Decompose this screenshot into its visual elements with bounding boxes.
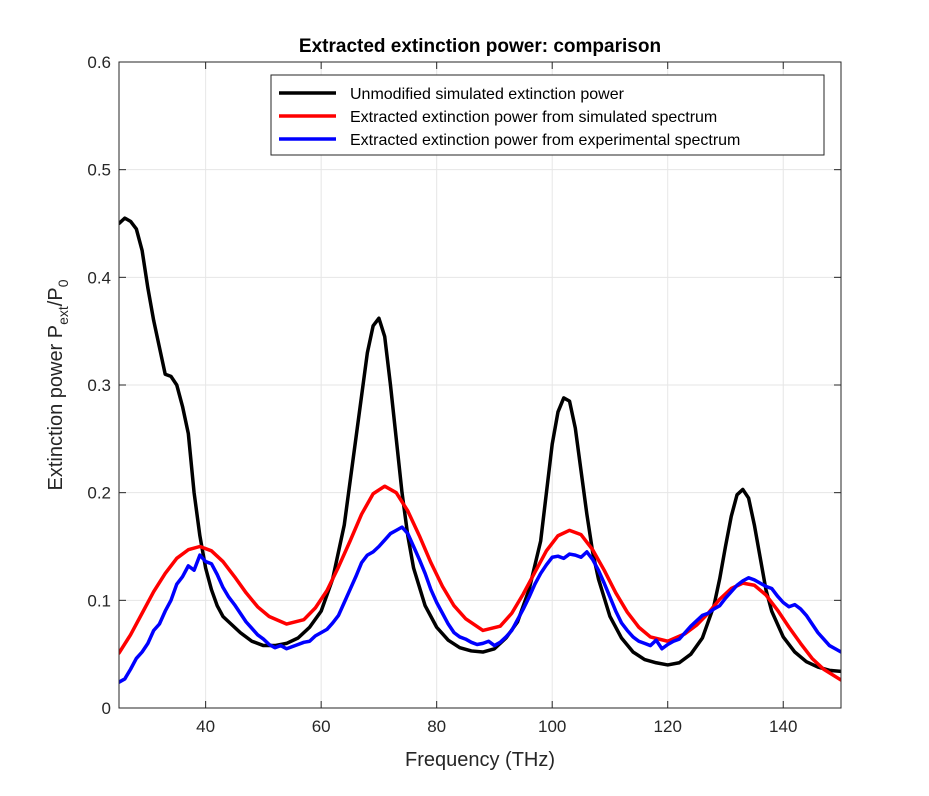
series-layer (119, 216, 841, 684)
y-axis-label-main: Extinction power P (45, 325, 67, 491)
y-tick-label: 0.5 (87, 161, 111, 180)
series-extracted-simulated-line (119, 484, 841, 682)
x-tick-label: 140 (769, 717, 797, 736)
legend-item-extracted-experimental-label: Extracted extinction power from experime… (350, 132, 740, 149)
y-tick-label: 0 (102, 699, 111, 718)
x-axis-label: Frequency (THz) (405, 749, 555, 771)
svg-text:Extinction power Pext/P0: Extinction power Pext/P0 (45, 279, 71, 490)
y-axis-label: Extinction power Pext/P0 (45, 279, 71, 490)
plot-area: 40 60 80 100 120 140 0 0.1 0.2 0.3 0.4 0.5 0.6 (87, 53, 842, 736)
y-tick-label: 0.3 (87, 376, 111, 395)
legend-items: Unmodified simulated extinction power Ext… (279, 86, 740, 149)
y-tick-label: 0.1 (87, 591, 111, 610)
x-tick-label: 100 (538, 717, 566, 736)
x-tick-label: 40 (196, 717, 215, 736)
chart-title: Extracted extinction power: comparison (299, 36, 661, 57)
legend-box (270, 74, 825, 156)
x-tick-label: 120 (654, 717, 682, 736)
y-axis-label-sub2: 0 (55, 279, 71, 287)
x-tick-label: 80 (427, 717, 446, 736)
y-axis-label-slash: /P (45, 287, 67, 306)
legend-item-extracted-simulated-label: Extracted extinction power from simulate… (350, 109, 717, 126)
y-tick-label: 0.6 (87, 53, 111, 72)
x-tick-label: 60 (312, 717, 331, 736)
y-axis-label-sub1: ext (55, 306, 71, 325)
y-tick-label: 0.4 (87, 268, 111, 287)
legend-item-unmodified-simulated-label: Unmodified simulated extinction power (350, 86, 625, 103)
y-tick-label: 0.2 (87, 484, 111, 503)
series-extracted-experimental-line (119, 525, 841, 684)
legend: Unmodified simulated extinction power Ext… (270, 74, 825, 156)
ticks: 40 60 80 100 120 140 0 0.1 0.2 0.3 0.4 0.5 0.6 (87, 53, 841, 736)
